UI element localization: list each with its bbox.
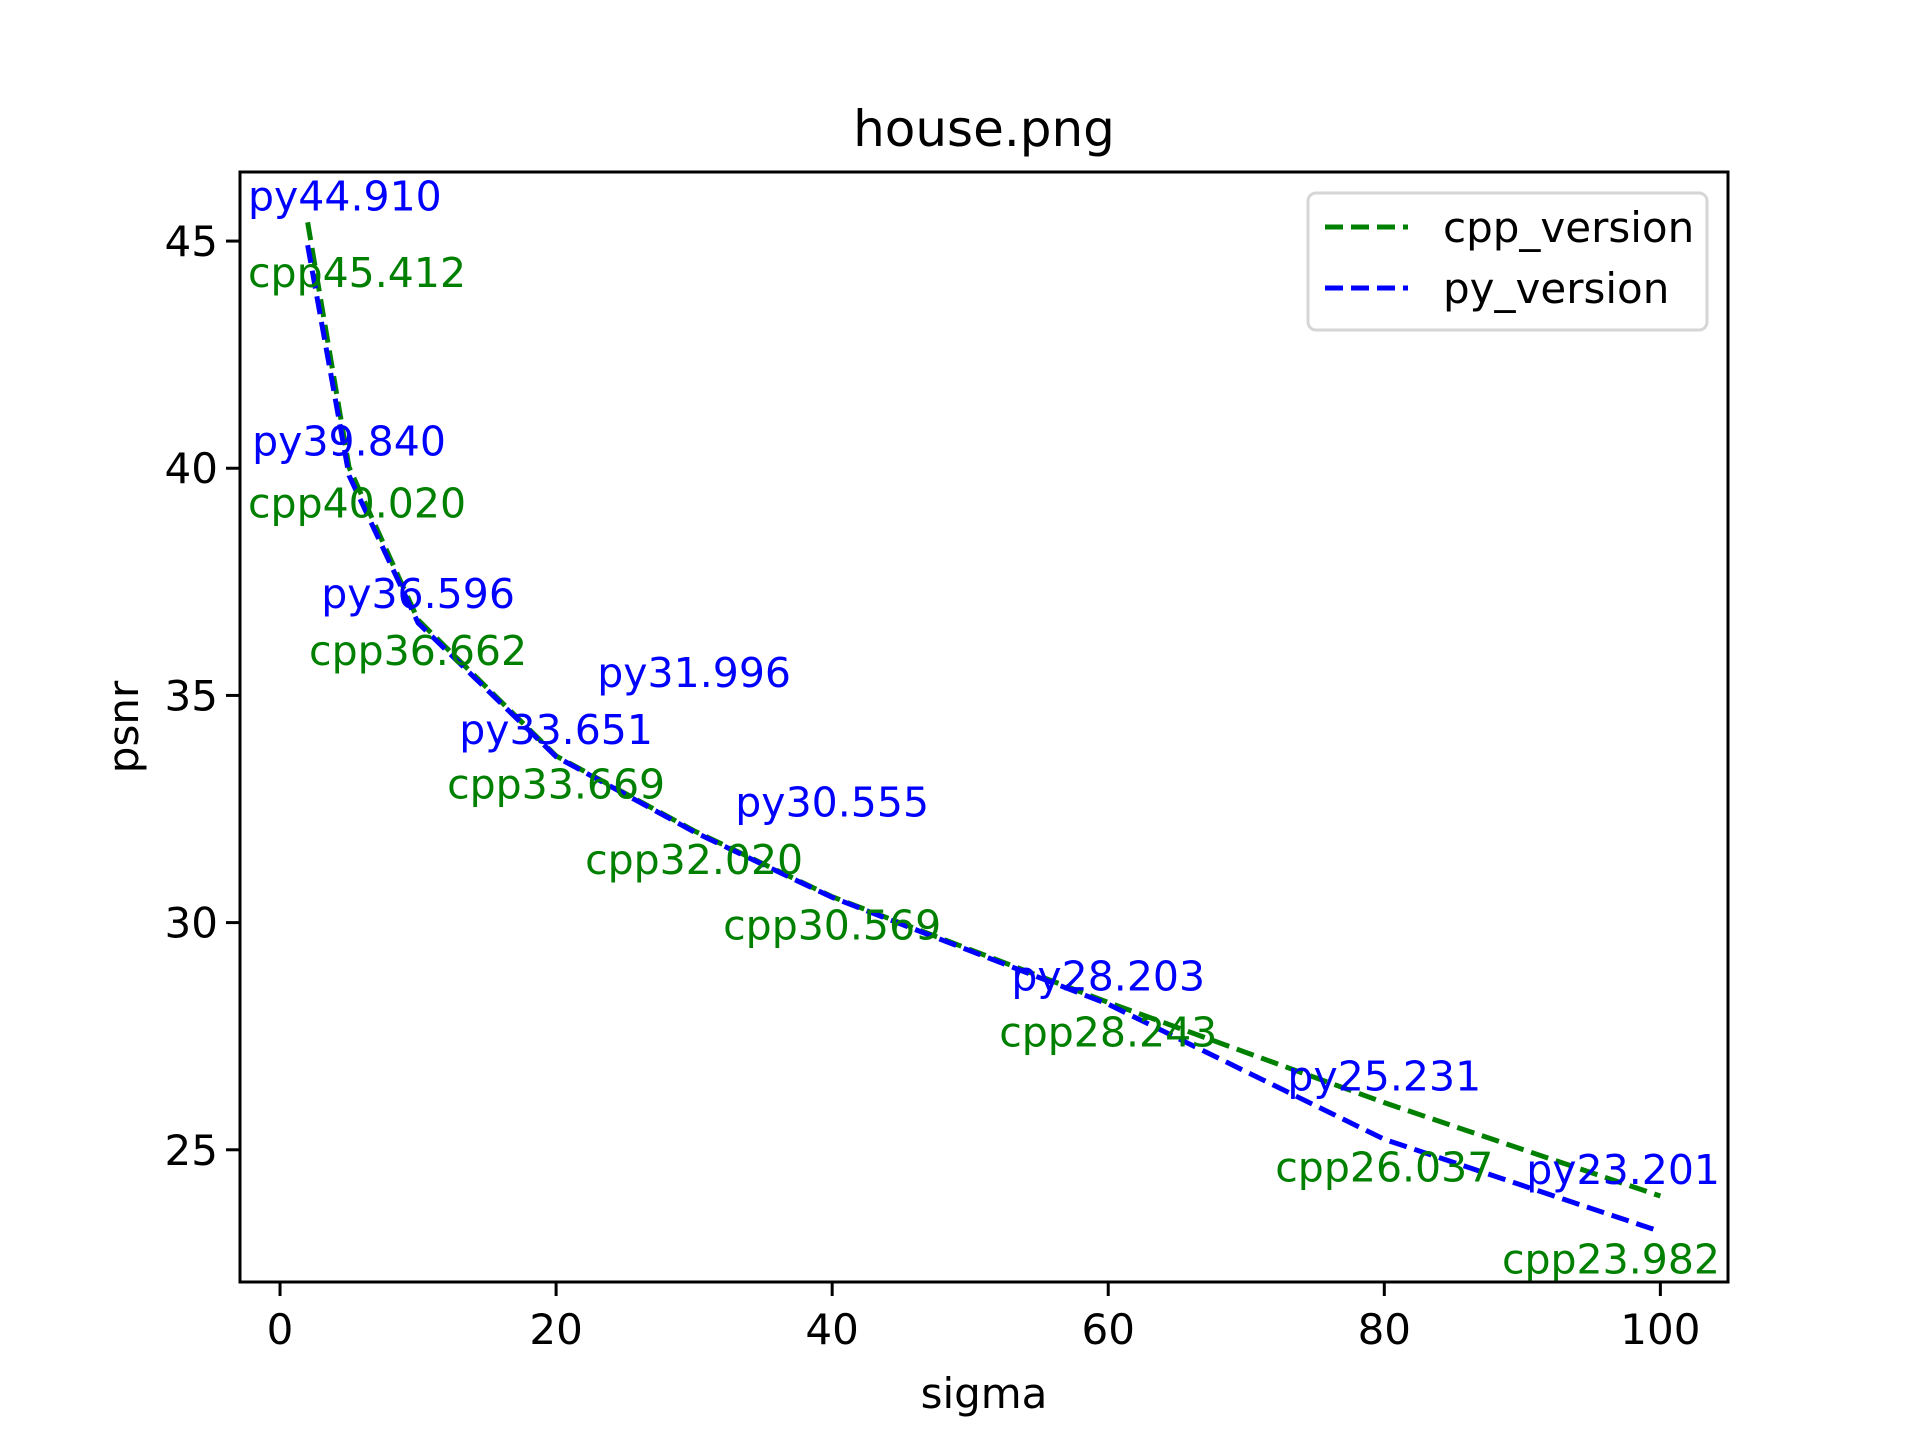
cpp-value-label: cpp28.243 (999, 1008, 1217, 1056)
py-value-label: py23.201 (1526, 1146, 1720, 1194)
y-tick-label: 35 (165, 671, 218, 720)
legend: cpp_version py_version (1306, 191, 1709, 332)
chart-title: house.png (853, 100, 1115, 158)
cpp-value-label: cpp30.569 (723, 901, 941, 949)
x-axis-label: sigma (921, 1369, 1048, 1418)
cpp-value-label: cpp26.037 (1275, 1143, 1493, 1191)
cpp-value-label: cpp45.412 (248, 249, 466, 297)
y-tick-label: 40 (165, 444, 218, 493)
x-tick-label: 80 (1358, 1305, 1411, 1354)
py-value-label: py30.555 (735, 779, 929, 827)
x-tick-label: 100 (1620, 1305, 1700, 1354)
cpp-value-label: cpp33.669 (447, 761, 665, 809)
y-tick-label: 30 (165, 899, 218, 948)
cpp-value-label: cpp40.020 (248, 480, 466, 528)
py-value-label: py33.651 (459, 706, 653, 754)
y-tick-label: 45 (165, 217, 218, 266)
py-value-label: py28.203 (1011, 952, 1205, 1000)
y-tick-label: 25 (165, 1126, 218, 1175)
py-value-label: py39.840 (252, 417, 446, 465)
x-tick-label: 0 (267, 1305, 294, 1354)
py-value-label: py44.910 (248, 172, 442, 220)
x-tick-label: 60 (1082, 1305, 1135, 1354)
py-value-label: py36.596 (321, 570, 515, 618)
x-tick-label: 40 (805, 1305, 858, 1354)
py_version-line (305, 244, 1662, 1234)
y-axis-label: psnr (99, 680, 148, 773)
cpp-value-label: cpp32.020 (585, 836, 803, 884)
py-value-label: py31.996 (597, 649, 791, 697)
cpp-value-label: cpp36.662 (309, 627, 527, 675)
cpp-value-label: cpp23.982 (1502, 1236, 1720, 1284)
py-value-label: py25.231 (1287, 1053, 1481, 1101)
axes-frame (238, 170, 1730, 1284)
legend-label: cpp_version (1443, 203, 1694, 252)
x-tick-label: 20 (529, 1305, 582, 1354)
plot-area: py44.910 cpp45.412 py39.840 cpp40.020 py36.5… (248, 172, 1720, 1283)
legend-label: py_version (1443, 264, 1669, 313)
